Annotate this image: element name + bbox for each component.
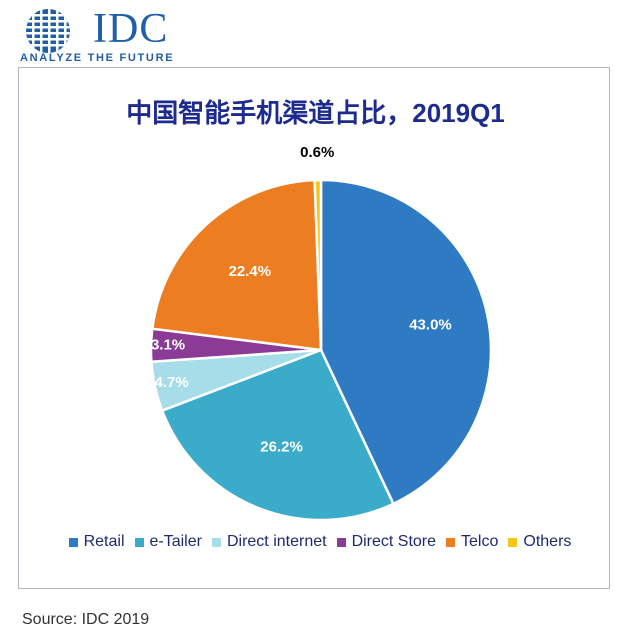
legend-item-direct-store: Direct Store bbox=[336, 533, 437, 551]
legend-item-others: Others bbox=[508, 533, 571, 551]
pie-slice-others bbox=[313, 178, 323, 351]
legend-label: Telco bbox=[461, 533, 499, 550]
pie-slice-telco bbox=[150, 178, 323, 352]
legend-label: Direct internet bbox=[226, 533, 327, 550]
legend-item-direct-internet: Direct internet bbox=[211, 533, 327, 551]
legend-swatch bbox=[508, 537, 518, 547]
legend-item-e-tailer: e-Tailer bbox=[134, 533, 202, 551]
legend-swatch bbox=[68, 537, 78, 547]
pie-labels: 43.0% 26.2% 4.7% 3.1% 22.4% 0.6% bbox=[151, 144, 452, 456]
legend-label: Others bbox=[523, 533, 572, 550]
globe-logo-icon bbox=[26, 9, 70, 53]
legend-swatch bbox=[211, 537, 221, 547]
legend-item-telco: Telco bbox=[446, 533, 498, 551]
legend: Retail e-Tailer Direct internet Direct Stor… bbox=[30, 533, 610, 551]
data-label-direct-internet: 4.7% bbox=[154, 374, 188, 391]
legend-label: e-Tailer bbox=[149, 533, 202, 550]
pie-slices bbox=[149, 178, 493, 522]
pie-slice-retail bbox=[319, 178, 493, 506]
legend-label: Retail bbox=[83, 533, 125, 550]
chart-title: 中国智能手机渠道占比，2019Q1 bbox=[126, 98, 505, 128]
legend-swatch bbox=[336, 537, 346, 547]
logo-tagline: ANALYZE THE FUTURE bbox=[20, 52, 175, 64]
chart-frame bbox=[18, 67, 610, 589]
data-label-telco: 22.4% bbox=[229, 263, 272, 280]
data-label-e-tailer: 26.2% bbox=[260, 439, 303, 456]
data-label-others: 0.6% bbox=[300, 144, 334, 161]
legend-item-retail: Retail bbox=[68, 533, 125, 551]
logo-wordmark: IDC bbox=[93, 6, 169, 52]
legend-swatch bbox=[134, 537, 144, 547]
idc-logo: IDC ANALYZE THE FUTURE bbox=[18, 6, 198, 64]
legend-label: Direct Store bbox=[351, 533, 437, 550]
source-note: Source: IDC 2019 bbox=[22, 611, 150, 628]
data-label-direct-store: 3.1% bbox=[151, 337, 185, 354]
data-label-retail: 43.0% bbox=[409, 316, 452, 333]
legend-swatch bbox=[446, 537, 456, 547]
pie-slice-e-tailer bbox=[160, 348, 396, 522]
